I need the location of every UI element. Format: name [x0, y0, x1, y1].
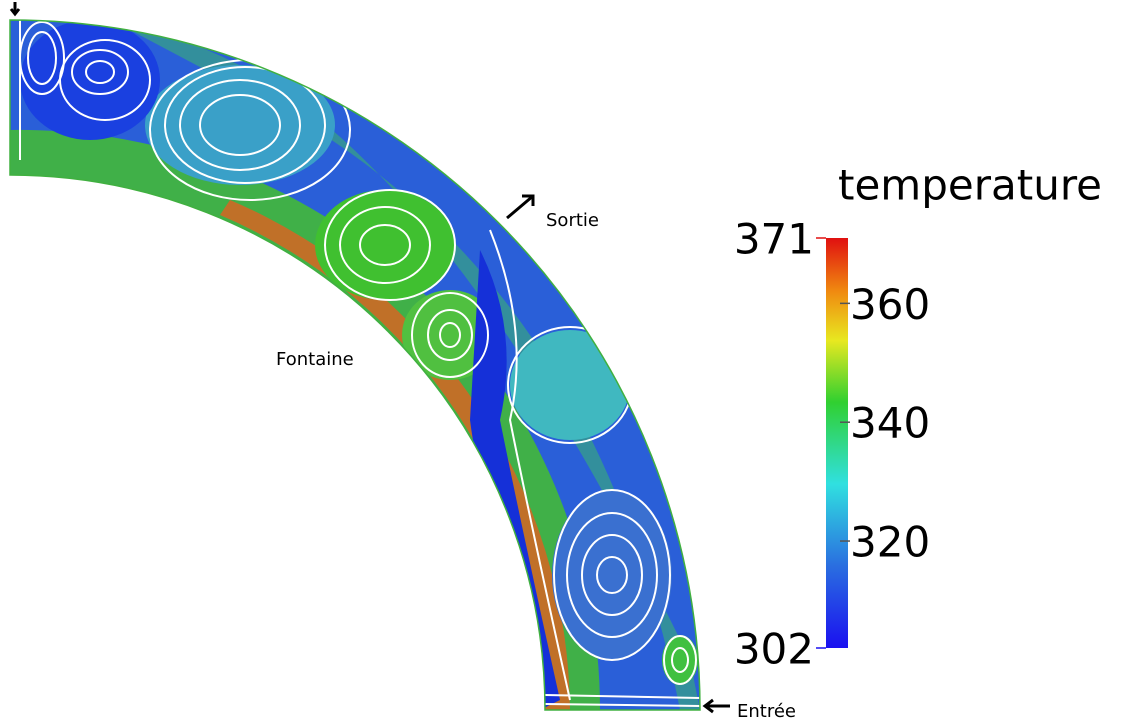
arrows	[9, 2, 730, 714]
tick-label: 340	[850, 399, 930, 448]
colorbar	[826, 238, 848, 648]
range-label: 371	[734, 215, 814, 264]
tick-label: 320	[850, 518, 930, 567]
tick-label: 360	[850, 280, 930, 329]
label-outlet: Sortie	[546, 210, 599, 231]
range-label: 302	[734, 625, 814, 674]
label-fountain: Fontaine	[276, 349, 354, 370]
label-inlet: Entrée	[737, 701, 796, 721]
temperature-field	[10, 20, 700, 710]
colorbar-title: temperature	[838, 161, 1102, 210]
domain-outline	[9, 19, 701, 711]
